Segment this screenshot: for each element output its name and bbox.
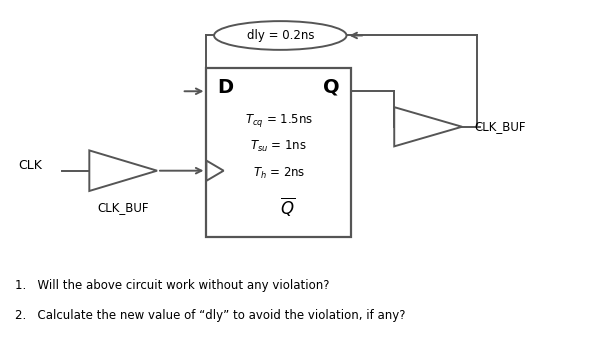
Text: 1.   Will the above circuit work without any violation?: 1. Will the above circuit work without a… (15, 279, 330, 292)
Text: CLK_BUF: CLK_BUF (97, 201, 149, 214)
Text: $T_{h}$ = 2ns: $T_{h}$ = 2ns (253, 166, 305, 181)
Text: dly = 0.2ns: dly = 0.2ns (246, 29, 314, 42)
Text: CLK_BUF: CLK_BUF (474, 120, 526, 133)
Text: Q: Q (323, 78, 340, 97)
Text: $T_{cq}$ = 1.5ns: $T_{cq}$ = 1.5ns (245, 112, 313, 128)
Text: $\overline{Q}$: $\overline{Q}$ (280, 195, 296, 218)
Text: 2.   Calculate the new value of “dly” to avoid the violation, if any?: 2. Calculate the new value of “dly” to a… (15, 309, 406, 322)
FancyBboxPatch shape (206, 68, 351, 237)
Text: CLK: CLK (18, 159, 43, 172)
Text: D: D (217, 78, 233, 97)
Text: $T_{su}$ = 1ns: $T_{su}$ = 1ns (250, 139, 307, 154)
